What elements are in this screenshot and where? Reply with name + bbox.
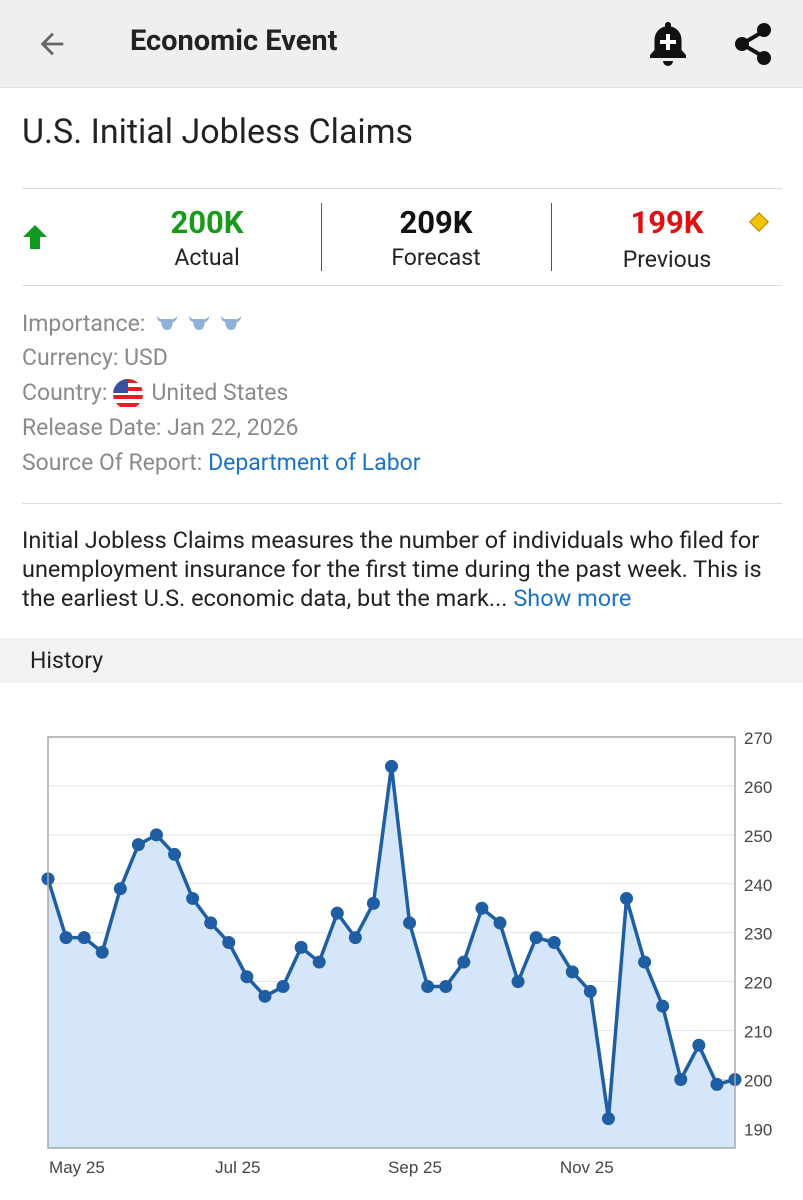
data-point xyxy=(439,980,453,994)
x-tick-label: Nov 25 xyxy=(560,1158,614,1177)
stat-separator xyxy=(551,203,552,271)
y-tick-label: 240 xyxy=(744,876,772,895)
data-point xyxy=(276,980,290,994)
event-title: U.S. Initial Jobless Claims xyxy=(22,112,414,152)
event-description: Initial Jobless Claims measures the numb… xyxy=(22,526,787,613)
data-point xyxy=(529,931,543,945)
history-chart[interactable]: 190 200 210 220 230 240 250 260 270 May 25 Jul 25 S… xyxy=(0,700,803,1200)
show-more-link[interactable]: Show more xyxy=(513,584,632,612)
forecast-value: 209K xyxy=(399,204,473,241)
bull-icon xyxy=(220,315,241,330)
history-section-header: History xyxy=(0,638,803,683)
data-point xyxy=(511,975,525,989)
add-alert-bell-icon[interactable] xyxy=(643,18,693,70)
y-tick-label: 270 xyxy=(744,729,772,748)
previous-value: 199K xyxy=(630,204,704,241)
country-value: United States xyxy=(151,379,289,406)
data-point xyxy=(348,931,362,945)
forecast-stat: 209K Forecast xyxy=(321,203,551,273)
y-tick-label: 190 xyxy=(744,1120,772,1139)
previous-label: Previous xyxy=(622,246,712,273)
importance-row: Importance: xyxy=(22,309,245,340)
x-tick-label: May 25 xyxy=(49,1158,105,1177)
actual-label: Actual xyxy=(174,244,240,271)
data-point xyxy=(222,936,236,949)
data-point xyxy=(168,847,182,861)
back-arrow-icon[interactable] xyxy=(30,22,74,66)
data-point xyxy=(403,916,417,930)
data-point xyxy=(131,838,145,852)
data-point xyxy=(457,955,471,969)
currency-value: USD xyxy=(124,344,168,371)
history-label: History xyxy=(30,647,104,674)
series-area xyxy=(48,766,735,1148)
y-tick-label: 230 xyxy=(744,925,772,944)
plot-border xyxy=(47,736,736,1149)
data-point xyxy=(547,936,561,949)
app-bar-title: Economic Event xyxy=(130,24,338,58)
y-tick-label: 200 xyxy=(744,1072,772,1091)
data-point xyxy=(113,882,127,896)
data-point xyxy=(692,1038,706,1052)
divider xyxy=(22,285,782,286)
data-point xyxy=(294,940,308,954)
data-point xyxy=(583,984,597,998)
data-point xyxy=(77,931,91,945)
data-point xyxy=(186,891,200,905)
up-arrow-icon xyxy=(22,224,48,250)
data-point xyxy=(638,955,652,969)
divider xyxy=(22,503,782,504)
release-date-label: Release Date: xyxy=(22,414,162,441)
data-point xyxy=(656,999,670,1013)
y-tick-label: 250 xyxy=(744,827,772,846)
bull-icon xyxy=(188,315,209,330)
importance-bulls xyxy=(155,310,244,340)
data-point xyxy=(601,1112,615,1126)
source-row: Source Of Report: Department of Labor xyxy=(22,448,421,478)
us-flag-icon xyxy=(113,378,144,409)
source-label: Source Of Report: xyxy=(22,449,203,476)
release-date-row: Release Date: Jan 22, 2026 xyxy=(22,413,298,443)
description-text: Initial Jobless Claims measures the numb… xyxy=(22,526,762,612)
data-point xyxy=(710,1077,724,1091)
currency-label: Currency: xyxy=(22,344,119,371)
data-point xyxy=(59,931,73,945)
source-link[interactable]: Department of Labor xyxy=(208,449,421,476)
data-point xyxy=(149,828,163,842)
stat-separator xyxy=(321,203,322,271)
data-point xyxy=(620,891,634,905)
x-tick-label: Sep 25 xyxy=(388,1158,442,1177)
previous-stat: 199K Previous xyxy=(552,203,782,275)
app-bar: Economic Event xyxy=(0,0,803,88)
y-tick-label: 260 xyxy=(744,778,772,797)
data-point xyxy=(312,955,326,969)
importance-label: Importance: xyxy=(22,310,146,337)
currency-row: Currency: USD xyxy=(22,343,168,373)
actual-stat: 200K Actual xyxy=(92,203,322,273)
country-row: Country: United States xyxy=(22,378,288,409)
data-point xyxy=(330,906,344,920)
y-tick-label: 210 xyxy=(744,1023,772,1042)
data-point xyxy=(204,916,218,930)
data-point xyxy=(475,901,489,915)
divider xyxy=(22,188,782,189)
data-point xyxy=(258,989,272,1003)
data-point xyxy=(421,980,435,994)
share-icon[interactable] xyxy=(728,18,778,70)
data-point xyxy=(493,916,507,930)
bull-icon xyxy=(157,315,178,330)
x-tick-label: Jul 25 xyxy=(215,1158,260,1177)
y-tick-label: 220 xyxy=(744,974,772,993)
release-date-value: Jan 22, 2026 xyxy=(167,414,299,441)
forecast-label: Forecast xyxy=(391,244,481,271)
data-point xyxy=(95,945,109,959)
country-label: Country: xyxy=(22,379,108,406)
actual-value: 200K xyxy=(170,204,244,241)
data-point xyxy=(240,970,254,984)
data-point xyxy=(366,896,380,910)
data-point xyxy=(385,759,398,773)
data-point xyxy=(674,1073,688,1086)
data-point xyxy=(565,965,579,979)
